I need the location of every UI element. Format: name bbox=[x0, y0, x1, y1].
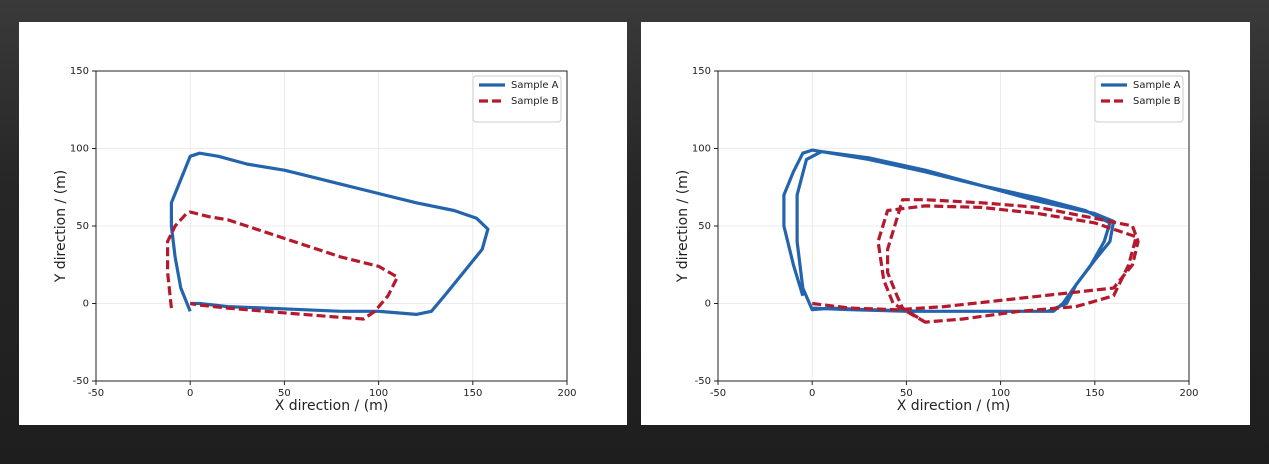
series-line bbox=[166, 210, 399, 321]
y-axis-label: Y direction / (m) bbox=[675, 170, 691, 284]
y-tick-label: 0 bbox=[83, 299, 89, 310]
x-tick-label: 0 bbox=[187, 388, 193, 399]
x-tick-label: 50 bbox=[900, 388, 913, 399]
plot-frame bbox=[717, 70, 1190, 382]
x-tick-label: 50 bbox=[278, 388, 291, 399]
plot-frame bbox=[95, 70, 568, 382]
y-axis-label: Y direction / (m) bbox=[53, 170, 69, 284]
legend-box bbox=[1094, 75, 1184, 123]
x-tick-label: 150 bbox=[463, 388, 482, 399]
x-tick-label: 200 bbox=[557, 388, 576, 399]
y-tick-label: -50 bbox=[695, 376, 711, 387]
series-line bbox=[169, 151, 490, 316]
y-tick-label: 100 bbox=[692, 144, 711, 155]
x-tick-label: 200 bbox=[1179, 388, 1198, 399]
x-tick-label: 100 bbox=[369, 388, 388, 399]
chart-panel: -50 0 50 100 150 200 -50 0 50 100 150 X direction /… bbox=[19, 22, 627, 425]
y-tick-label: 50 bbox=[698, 221, 711, 232]
series-line bbox=[782, 148, 1116, 313]
x-tick-label: -50 bbox=[710, 388, 726, 399]
y-tick-label: 50 bbox=[76, 221, 89, 232]
legend-label: Sample A bbox=[1133, 80, 1181, 91]
x-axis-label: X direction / (m) bbox=[897, 398, 1011, 414]
y-tick-label: 100 bbox=[70, 144, 89, 155]
series-line bbox=[812, 198, 1140, 324]
y-tick-label: 0 bbox=[705, 299, 711, 310]
y-tick-label: -50 bbox=[73, 376, 89, 387]
x-tick-label: 100 bbox=[991, 388, 1010, 399]
x-axis-label: X direction / (m) bbox=[275, 398, 389, 414]
chart-panel: -50 0 50 100 150 200 -50 0 50 100 150 X direction /… bbox=[641, 22, 1250, 425]
y-tick-label: 150 bbox=[70, 66, 89, 77]
y-tick-label: 150 bbox=[692, 66, 711, 77]
legend-label: Sample A bbox=[511, 80, 559, 91]
legend-label: Sample B bbox=[1133, 96, 1181, 107]
x-tick-label: 0 bbox=[809, 388, 815, 399]
x-tick-label: 150 bbox=[1085, 388, 1104, 399]
x-tick-label: -50 bbox=[88, 388, 104, 399]
legend-label: Sample B bbox=[511, 96, 559, 107]
legend-box bbox=[472, 75, 562, 123]
